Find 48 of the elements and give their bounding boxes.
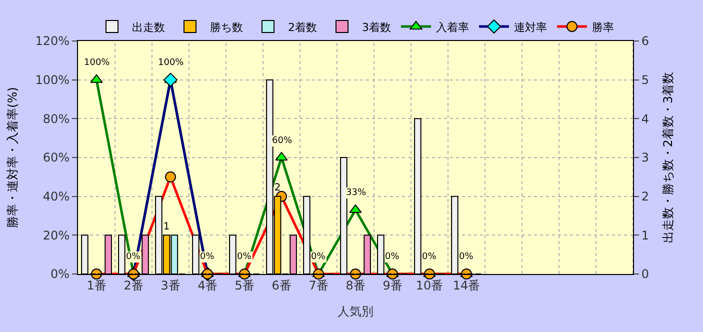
x-tick-label: 1番 [86, 278, 106, 292]
data-label: 0% [422, 252, 437, 262]
data-label: 0% [385, 252, 400, 262]
data-label: 0% [126, 252, 141, 262]
y2-tick-label: 4 [641, 112, 650, 126]
y-tick-label: 20% [42, 228, 70, 242]
legend-label: 入着率 [436, 20, 469, 34]
legend-label: 3着数 [362, 20, 391, 34]
y-axis-title: 勝率・連対率・入着率(%) [6, 87, 20, 228]
y-tick-label: 120% [35, 34, 70, 48]
x-tick-label: 5番 [234, 278, 254, 292]
x-tick-label: 3番 [160, 278, 180, 292]
legend-label: 2着数 [288, 20, 317, 34]
y-tick-label: 40% [42, 190, 70, 204]
data-label: 1 [163, 221, 170, 232]
x-tick-label: 4番 [198, 278, 218, 292]
y2-tick-label: 0 [641, 267, 650, 282]
x-tick-label: 8番 [346, 278, 366, 292]
legend-label: 連対率 [514, 20, 547, 34]
legend-label: 勝率 [592, 20, 614, 34]
data-label: 100% [158, 58, 184, 68]
y-tick-label: 0% [50, 267, 70, 282]
y-tick-label: 60% [42, 150, 70, 165]
x-tick-label: 9番 [382, 278, 402, 292]
y-tick-label: 80% [42, 112, 70, 126]
data-label: 33% [346, 188, 366, 198]
x-tick-label: 6番 [272, 278, 292, 292]
data-label: 0% [200, 252, 215, 262]
x-tick-label: 14番 [452, 278, 480, 292]
data-label: 0% [459, 252, 474, 262]
y2-tick-label: 6 [641, 34, 650, 48]
y2-tick-label: 3 [641, 150, 650, 165]
y2-tick-label: 1 [641, 228, 650, 242]
data-label: 2 [274, 182, 281, 194]
y2-tick-label: 5 [641, 73, 650, 88]
x-tick-label: 7番 [308, 278, 328, 292]
legend-label: 勝ち数 [210, 20, 243, 34]
data-label: 60% [272, 136, 292, 146]
x-tick-label: 2番 [124, 278, 144, 292]
legend-label: 出走数 [132, 20, 165, 34]
y2-tick-label: 2 [641, 190, 650, 204]
data-label: 100% [84, 58, 110, 68]
y-tick-label: 100% [35, 73, 70, 88]
data-label: 0% [237, 252, 252, 262]
y2-axis-title: 出走数・勝ち数・2着数・3着数 [660, 72, 675, 244]
x-tick-label: 10番 [416, 278, 444, 292]
x-axis-title: 人気別 [338, 304, 374, 318]
data-label: 0% [311, 252, 326, 262]
